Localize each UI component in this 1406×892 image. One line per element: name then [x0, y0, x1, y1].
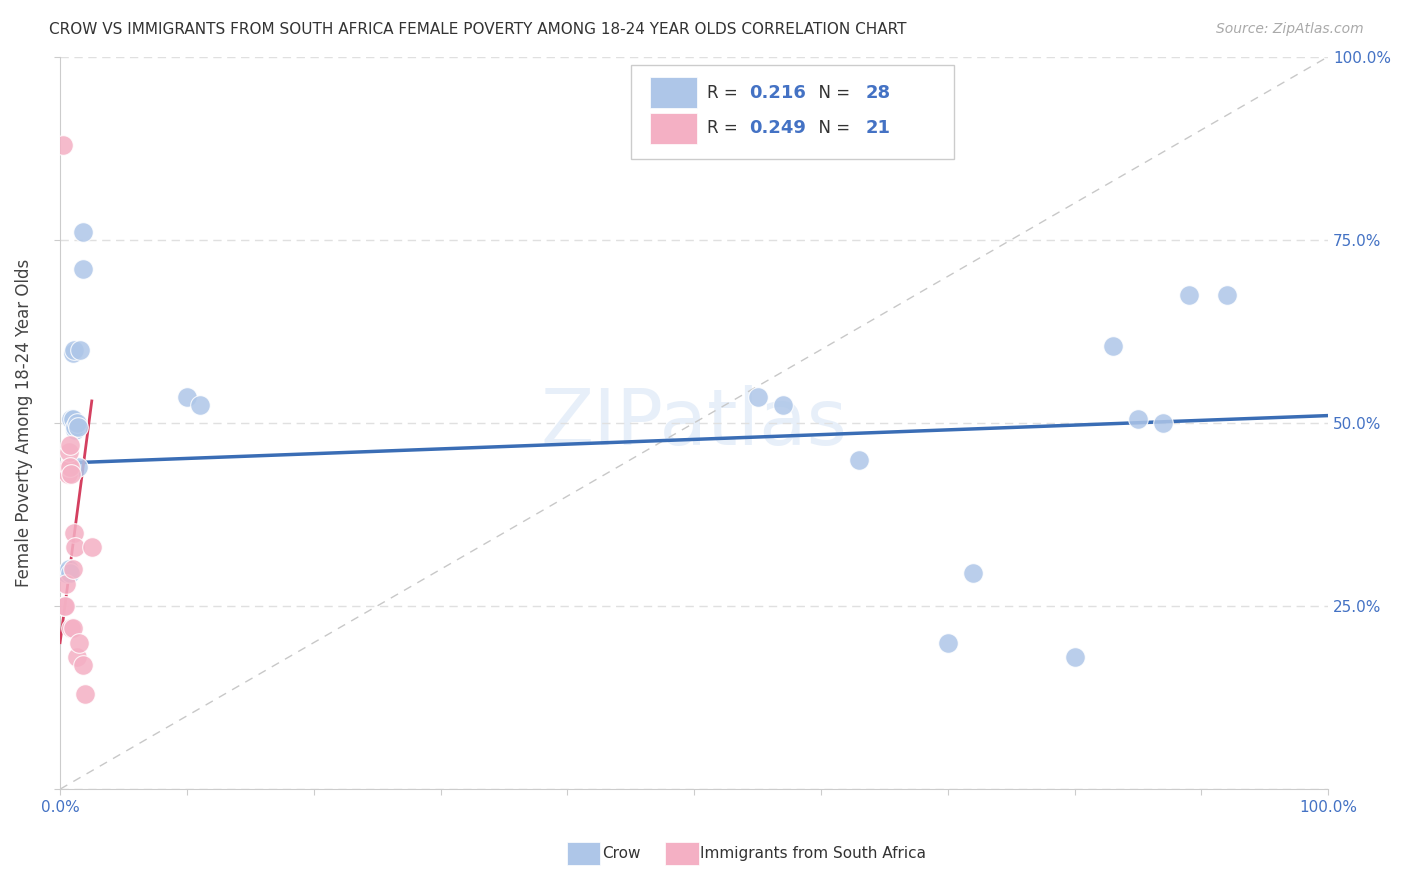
Point: [1177, 287, 1199, 301]
Point: [66, 459, 89, 474]
Point: [65, 423, 87, 437]
Point: [62, 346, 84, 360]
Point: [55, 566, 77, 580]
Text: ZIPatlas: ZIPatlas: [541, 385, 848, 461]
Point: [56, 459, 79, 474]
Point: [53, 599, 76, 613]
Point: [55, 577, 77, 591]
Point: [59, 438, 82, 452]
Point: [1063, 650, 1085, 665]
Point: [848, 452, 870, 467]
Point: [69, 343, 91, 357]
Text: 0.216: 0.216: [748, 84, 806, 102]
Point: [1215, 287, 1237, 301]
Text: R =: R =: [707, 120, 742, 137]
Point: [66, 419, 89, 434]
Point: [62, 621, 84, 635]
Text: R =: R =: [707, 84, 742, 102]
Point: [52, 137, 75, 152]
Point: [59, 566, 82, 580]
Point: [1152, 416, 1174, 430]
Point: [60, 621, 83, 635]
Point: [58, 459, 80, 474]
Point: [72, 657, 94, 672]
Text: Crow: Crow: [602, 847, 640, 861]
Text: Source: ZipAtlas.com: Source: ZipAtlas.com: [1216, 22, 1364, 37]
Point: [1101, 339, 1123, 353]
Point: [52, 599, 75, 613]
Point: [72, 262, 94, 277]
Point: [65, 541, 87, 555]
Text: 28: 28: [865, 84, 890, 102]
Point: [60, 412, 83, 426]
Y-axis label: Female Poverty Among 18-24 Year Olds: Female Poverty Among 18-24 Year Olds: [15, 259, 32, 587]
Point: [59, 459, 82, 474]
Text: CROW VS IMMIGRANTS FROM SOUTH AFRICA FEMALE POVERTY AMONG 18-24 YEAR OLDS CORREL: CROW VS IMMIGRANTS FROM SOUTH AFRICA FEM…: [49, 22, 907, 37]
Text: 0.249: 0.249: [748, 120, 806, 137]
Text: N =: N =: [808, 84, 856, 102]
Point: [62, 412, 84, 426]
Point: [58, 562, 80, 576]
FancyBboxPatch shape: [631, 65, 955, 160]
Point: [747, 390, 769, 404]
Point: [62, 562, 84, 576]
Point: [772, 398, 794, 412]
Point: [1126, 412, 1149, 426]
Point: [176, 390, 198, 404]
Text: Immigrants from South Africa: Immigrants from South Africa: [700, 847, 927, 861]
FancyBboxPatch shape: [650, 113, 696, 144]
Point: [67, 635, 90, 649]
Point: [75, 687, 97, 701]
Point: [65, 416, 87, 430]
Point: [60, 467, 83, 482]
Point: [72, 226, 94, 240]
Point: [63, 343, 86, 357]
Point: [65, 650, 87, 665]
Point: [56, 467, 79, 482]
Point: [962, 566, 984, 580]
FancyBboxPatch shape: [650, 78, 696, 108]
Point: [80, 541, 103, 555]
Text: 21: 21: [865, 120, 890, 137]
Point: [63, 525, 86, 540]
Point: [58, 445, 80, 459]
Point: [936, 635, 959, 649]
Point: [188, 398, 211, 412]
Point: [65, 419, 87, 434]
Text: N =: N =: [808, 120, 856, 137]
